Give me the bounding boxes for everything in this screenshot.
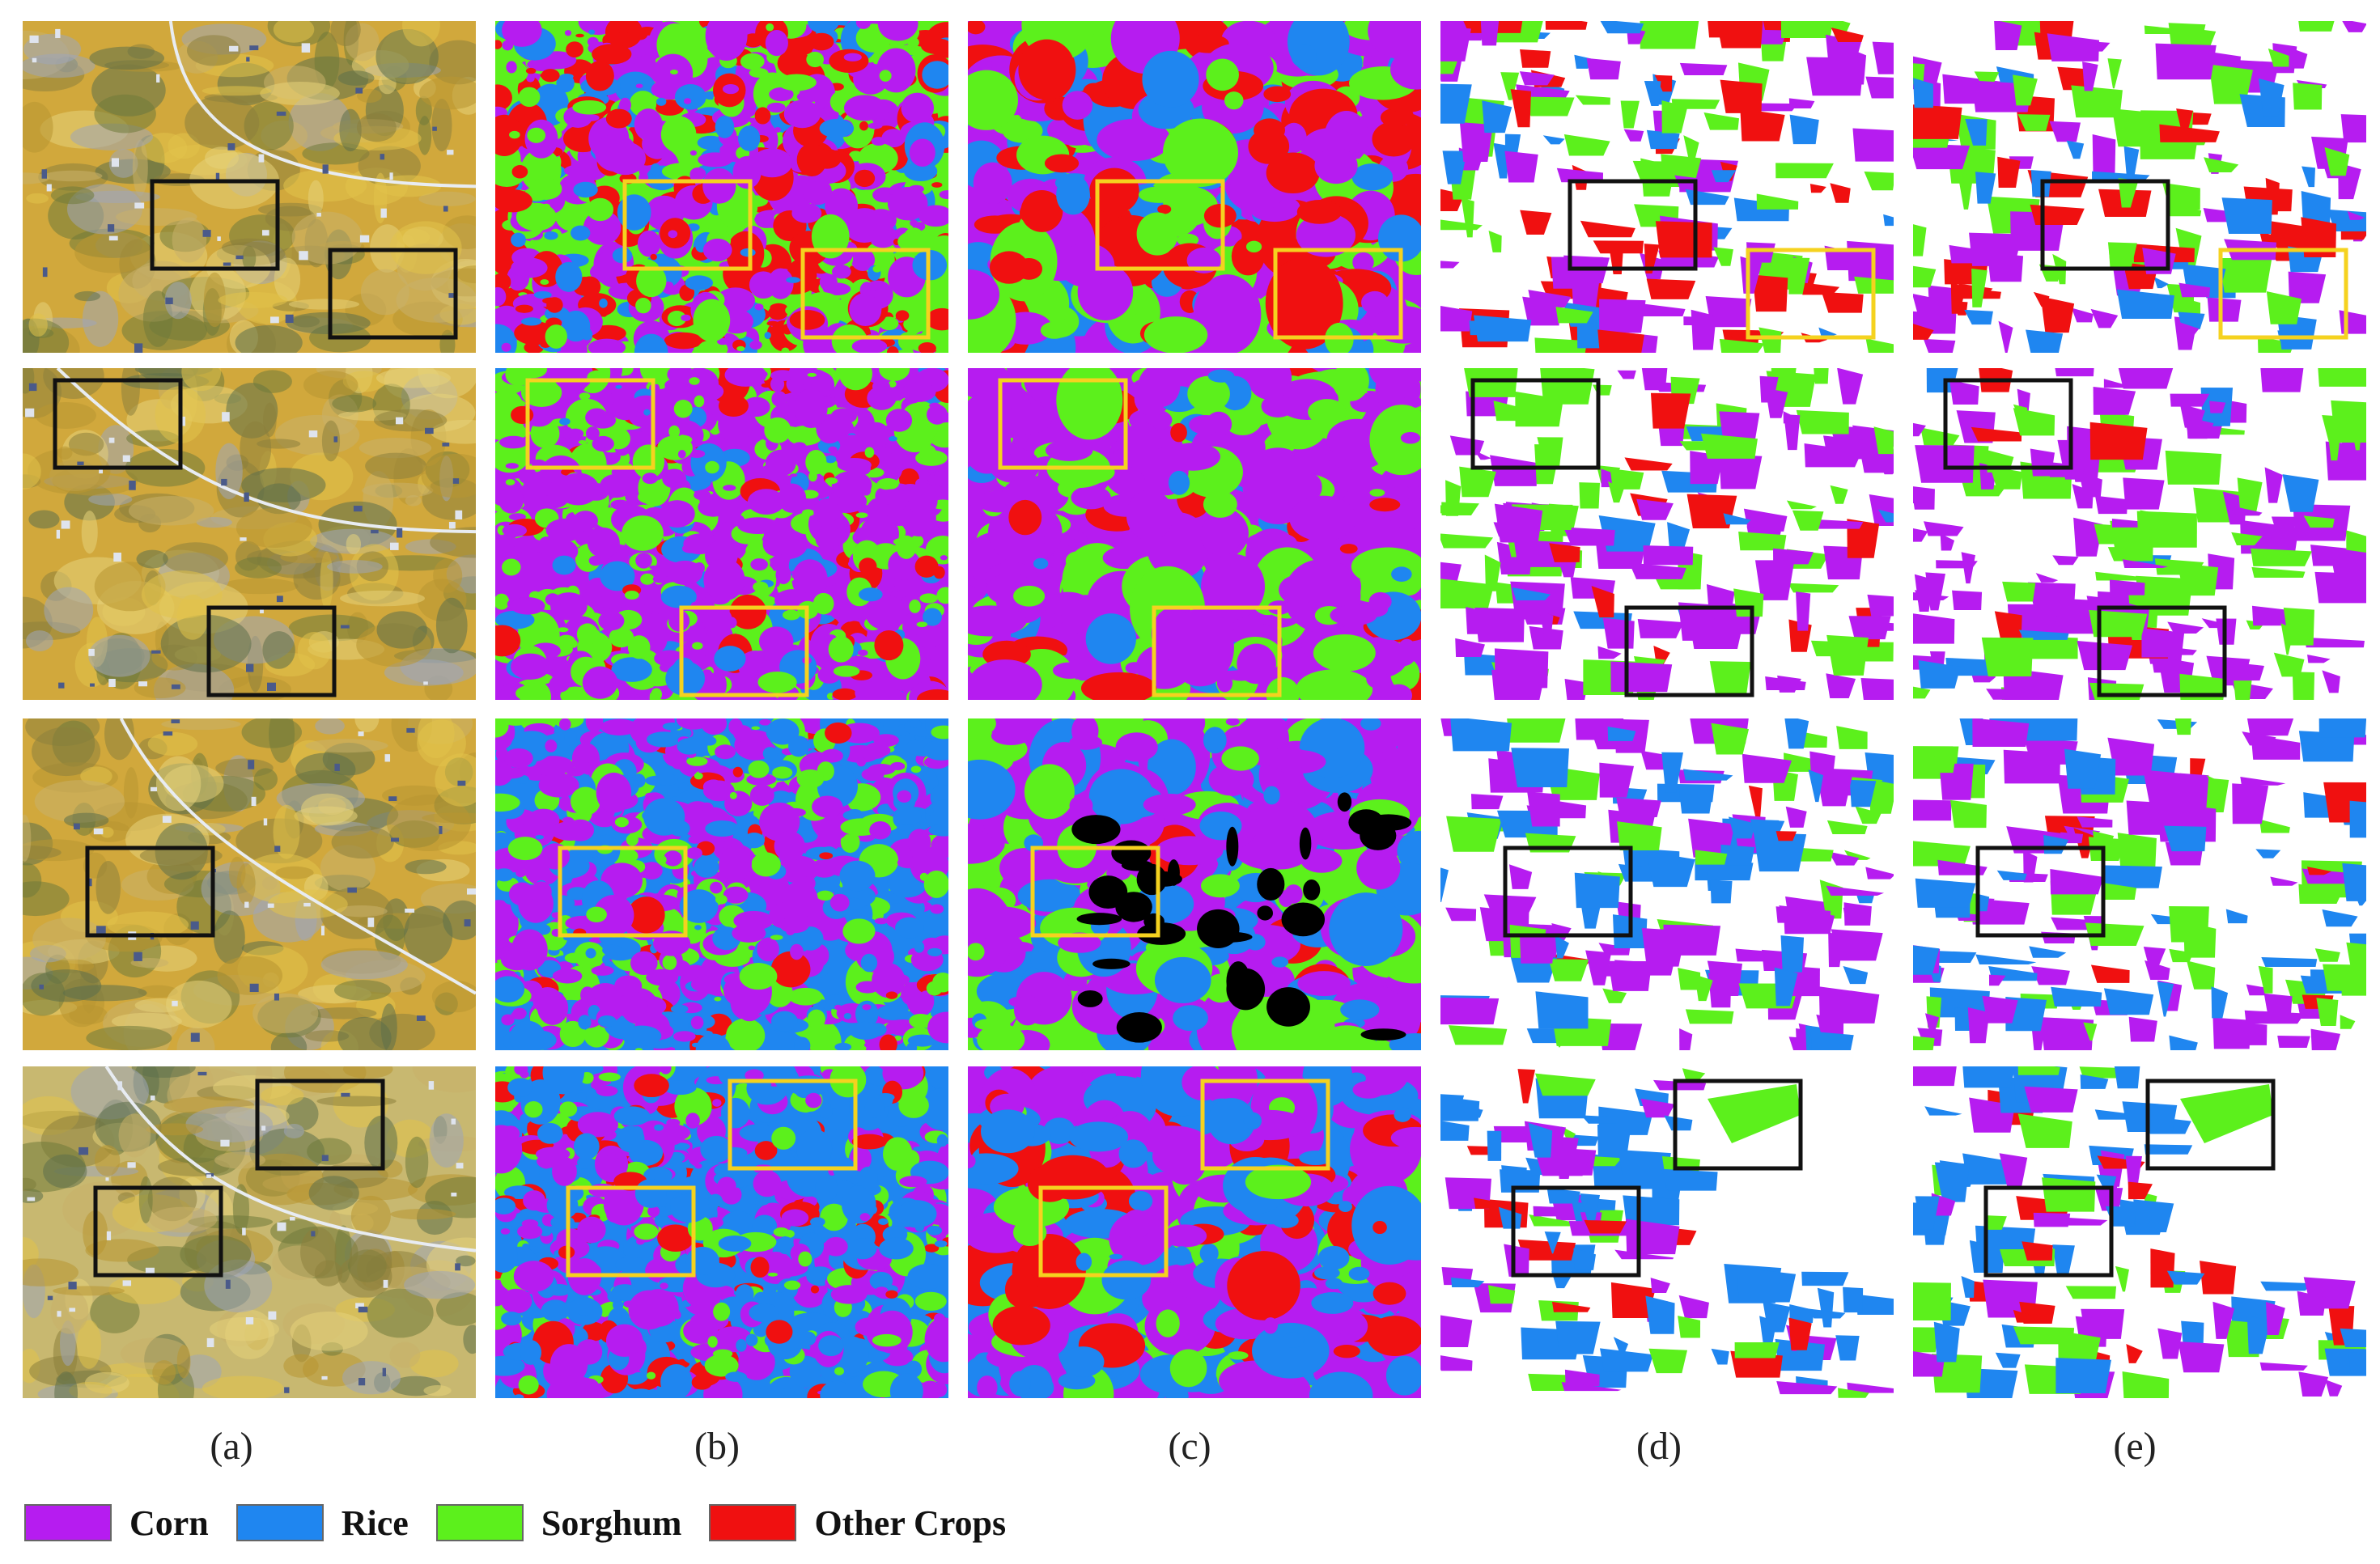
panel-row2-col-b (495, 368, 948, 700)
legend-item-sorghum: Sorghum (435, 1503, 682, 1544)
panel-graphic (1440, 718, 1894, 1050)
legend: Corn Rice Sorghum Other Crops (24, 1498, 1033, 1547)
highlight-box (566, 1185, 696, 1278)
highlight-box (255, 1079, 385, 1171)
panel-graphic (1913, 21, 2366, 353)
panel-row2-col-e (1913, 368, 2366, 700)
column-label-b: (b) (694, 1425, 740, 1468)
column-label-c: (c) (1168, 1425, 1211, 1468)
panel-row3-col-b (495, 718, 948, 1050)
highlight-box (1673, 1079, 1803, 1171)
panel-graphic (1913, 718, 2366, 1050)
panel-row2-col-a (23, 368, 476, 700)
highlight-box (1568, 179, 1698, 271)
panel-row2-col-c (968, 368, 1421, 700)
panel-graphic (495, 21, 948, 353)
highlight-box (85, 846, 215, 938)
panel-row4-col-d (1440, 1066, 1894, 1398)
highlight-box (525, 378, 655, 470)
panel-graphic (495, 1066, 948, 1398)
panel-graphic (495, 368, 948, 700)
panel-row4-col-a (23, 1066, 476, 1398)
highlight-box (622, 179, 753, 271)
panel-row1-col-a (23, 21, 476, 353)
highlight-box (1975, 846, 2106, 938)
panel-row3-col-e (1913, 718, 2366, 1050)
highlight-box (53, 378, 183, 470)
legend-item-corn: Corn (24, 1503, 209, 1544)
highlight-box (1511, 1185, 1641, 1278)
legend-label-other-crops: Other Crops (814, 1503, 1007, 1543)
highlight-box (1200, 1079, 1330, 1171)
highlight-box (93, 1185, 223, 1278)
legend-item-rice: Rice (235, 1503, 409, 1544)
highlight-box (1030, 846, 1160, 938)
panel-graphic (1440, 1066, 1894, 1398)
highlight-box (1038, 1185, 1169, 1278)
panel-graphic (968, 368, 1421, 700)
highlight-box (1273, 248, 1403, 340)
legend-label-rice: Rice (341, 1503, 409, 1543)
highlight-box (1503, 846, 1633, 938)
panel-graphic (23, 368, 476, 700)
highlight-box (1624, 605, 1754, 697)
panel-graphic (23, 718, 476, 1050)
panel-row1-col-c (968, 21, 1421, 353)
highlight-box (150, 179, 280, 271)
panel-row3-col-c (968, 718, 1421, 1050)
highlight-box (1152, 605, 1282, 697)
panel-graphic (1440, 21, 1894, 353)
panel-row1-col-e (1913, 21, 2366, 353)
highlight-box (679, 605, 809, 697)
highlight-box (1983, 1185, 2114, 1278)
column-label-d: (d) (1636, 1425, 1682, 1468)
highlight-box (2097, 605, 2227, 697)
panel-row1-col-b (495, 21, 948, 353)
panel-row1-col-d (1440, 21, 1894, 353)
highlight-box (1095, 179, 1225, 271)
panel-row4-col-e (1913, 1066, 2366, 1398)
legend-label-sorghum: Sorghum (541, 1503, 682, 1543)
panel-row3-col-d (1440, 718, 1894, 1050)
highlight-box (1943, 378, 2073, 470)
panel-graphic (1913, 368, 2366, 700)
legend-swatch-corn (24, 1504, 112, 1541)
panel-graphic (968, 21, 1421, 353)
legend-label-corn: Corn (129, 1503, 209, 1543)
panel-row4-col-b (495, 1066, 948, 1398)
highlight-box (800, 248, 931, 340)
legend-item-other-crops: Other Crops (709, 1503, 1006, 1544)
panel-row3-col-a (23, 718, 476, 1050)
legend-swatch-rice (235, 1504, 324, 1541)
panel-graphic (1440, 368, 1894, 700)
highlight-box (328, 248, 458, 340)
panel-graphic (968, 1066, 1421, 1398)
highlight-box (206, 605, 337, 697)
highlight-box (558, 846, 688, 938)
panel-graphic (1913, 1066, 2366, 1398)
legend-swatch-other-crops (709, 1504, 797, 1541)
panel-row2-col-d (1440, 368, 1894, 700)
column-label-a: (a) (210, 1425, 253, 1468)
highlight-box (998, 378, 1128, 470)
highlight-box (2218, 248, 2348, 340)
highlight-box (2145, 1079, 2276, 1171)
legend-swatch-sorghum (435, 1504, 524, 1541)
highlight-box (1470, 378, 1601, 470)
highlight-box (2040, 179, 2170, 271)
panel-graphic (968, 718, 1421, 1050)
panel-graphic (495, 718, 948, 1050)
panel-row4-col-c (968, 1066, 1421, 1398)
panel-graphic (23, 21, 476, 353)
highlight-box (728, 1079, 858, 1171)
panel-graphic (23, 1066, 476, 1398)
highlight-box (1746, 248, 1876, 340)
column-label-e: (e) (2113, 1425, 2157, 1468)
